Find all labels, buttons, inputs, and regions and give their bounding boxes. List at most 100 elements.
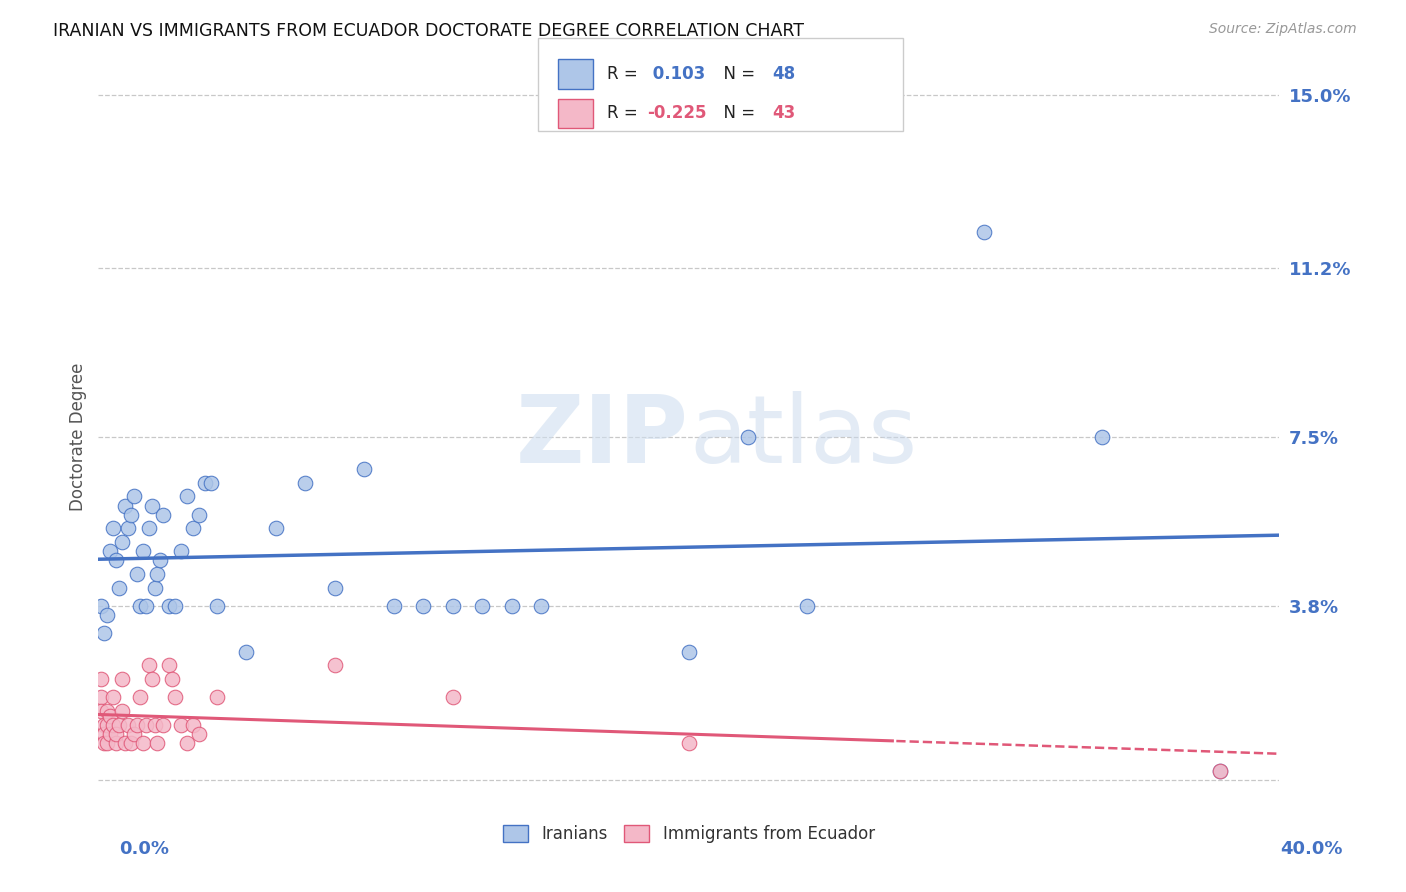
Point bbox=[141, 672, 163, 686]
Point bbox=[176, 490, 198, 504]
Point bbox=[96, 608, 118, 623]
Point bbox=[141, 499, 163, 513]
Point bbox=[737, 430, 759, 444]
Text: -0.225: -0.225 bbox=[647, 104, 706, 122]
Point bbox=[441, 599, 464, 613]
Text: Source: ZipAtlas.com: Source: ZipAtlas.com bbox=[1209, 22, 1357, 37]
Point bbox=[176, 736, 198, 750]
Point bbox=[205, 599, 228, 613]
Point bbox=[165, 690, 187, 705]
Point bbox=[90, 704, 112, 718]
Text: N =: N = bbox=[713, 104, 761, 122]
Point bbox=[98, 708, 121, 723]
Point bbox=[181, 718, 204, 732]
Text: 43: 43 bbox=[772, 104, 796, 122]
Text: atlas: atlas bbox=[689, 391, 917, 483]
Point bbox=[165, 599, 187, 613]
Point bbox=[90, 599, 112, 613]
Point bbox=[973, 225, 995, 239]
Point bbox=[138, 658, 160, 673]
Point bbox=[200, 475, 222, 490]
Point bbox=[105, 553, 128, 567]
Point bbox=[157, 658, 180, 673]
Point bbox=[93, 727, 115, 741]
Point bbox=[128, 690, 150, 705]
Point bbox=[135, 718, 157, 732]
Text: 0.103: 0.103 bbox=[647, 65, 704, 83]
Point bbox=[96, 704, 118, 718]
Point bbox=[146, 736, 169, 750]
Point bbox=[501, 599, 523, 613]
Point bbox=[170, 544, 193, 558]
Point bbox=[323, 581, 346, 595]
Point bbox=[162, 672, 183, 686]
Point bbox=[170, 718, 193, 732]
Text: 0.0%: 0.0% bbox=[120, 840, 170, 858]
Point bbox=[96, 718, 118, 732]
Text: ZIP: ZIP bbox=[516, 391, 689, 483]
Point bbox=[108, 718, 131, 732]
Point bbox=[108, 581, 131, 595]
Point bbox=[471, 599, 494, 613]
Point bbox=[1209, 764, 1232, 778]
Point bbox=[152, 718, 174, 732]
Point bbox=[90, 690, 112, 705]
Point bbox=[143, 718, 166, 732]
Point bbox=[441, 690, 464, 705]
Point bbox=[323, 658, 346, 673]
Point bbox=[157, 599, 180, 613]
Point bbox=[128, 599, 150, 613]
Point bbox=[264, 521, 287, 535]
Point bbox=[93, 626, 115, 640]
Point bbox=[93, 736, 115, 750]
Point bbox=[382, 599, 405, 613]
Point bbox=[111, 704, 134, 718]
Point bbox=[96, 736, 118, 750]
Point bbox=[205, 690, 228, 705]
Point bbox=[98, 544, 121, 558]
Point bbox=[135, 599, 157, 613]
Point bbox=[294, 475, 316, 490]
Point bbox=[132, 544, 155, 558]
Legend: Iranians, Immigrants from Ecuador: Iranians, Immigrants from Ecuador bbox=[496, 818, 882, 849]
Y-axis label: Doctorate Degree: Doctorate Degree bbox=[69, 363, 87, 511]
Point bbox=[98, 727, 121, 741]
Point bbox=[146, 567, 169, 582]
Text: R =: R = bbox=[607, 65, 644, 83]
Point bbox=[111, 535, 134, 549]
Point bbox=[114, 499, 136, 513]
Point bbox=[194, 475, 217, 490]
Point bbox=[149, 553, 172, 567]
Point bbox=[117, 521, 139, 535]
Point bbox=[122, 727, 145, 741]
Point bbox=[103, 521, 125, 535]
Point bbox=[138, 521, 160, 535]
Point bbox=[187, 508, 209, 522]
Point bbox=[120, 736, 142, 750]
Point bbox=[125, 567, 148, 582]
Point bbox=[678, 645, 700, 659]
Point bbox=[111, 672, 134, 686]
Point bbox=[235, 645, 257, 659]
Point bbox=[1209, 764, 1232, 778]
Text: 40.0%: 40.0% bbox=[1281, 840, 1343, 858]
Point bbox=[103, 690, 125, 705]
Point bbox=[353, 462, 375, 476]
Point bbox=[181, 521, 204, 535]
Point bbox=[90, 672, 112, 686]
Text: R =: R = bbox=[607, 104, 644, 122]
Text: IRANIAN VS IMMIGRANTS FROM ECUADOR DOCTORATE DEGREE CORRELATION CHART: IRANIAN VS IMMIGRANTS FROM ECUADOR DOCTO… bbox=[53, 22, 804, 40]
Text: 48: 48 bbox=[772, 65, 794, 83]
Point bbox=[678, 736, 700, 750]
Point bbox=[1091, 430, 1114, 444]
Point bbox=[132, 736, 155, 750]
Text: N =: N = bbox=[713, 65, 761, 83]
Point bbox=[93, 718, 115, 732]
Point bbox=[120, 508, 142, 522]
Point bbox=[114, 736, 136, 750]
Point bbox=[117, 718, 139, 732]
Point bbox=[105, 736, 128, 750]
Point bbox=[530, 599, 553, 613]
Point bbox=[796, 599, 818, 613]
Point bbox=[125, 718, 148, 732]
